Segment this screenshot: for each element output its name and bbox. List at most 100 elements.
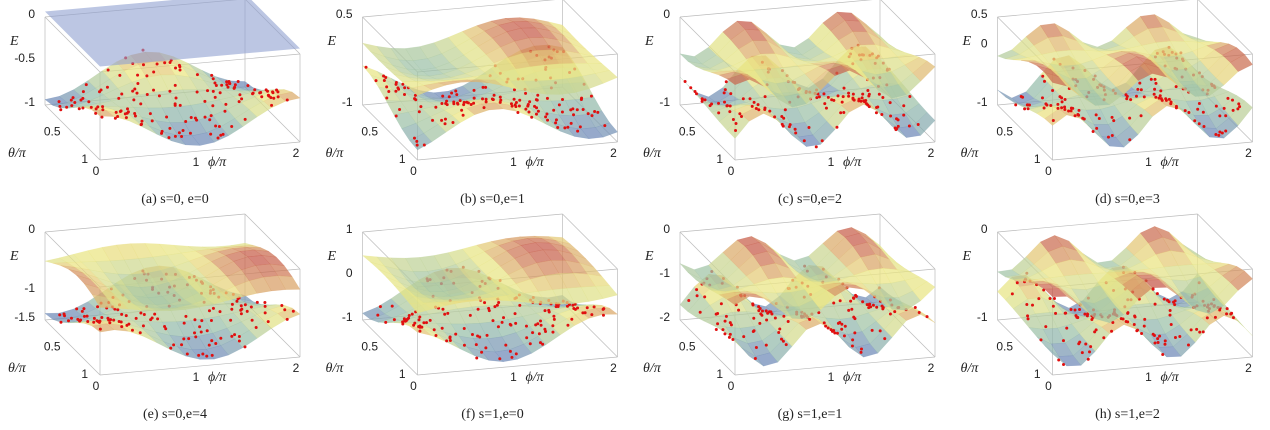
data-dot [89, 105, 93, 109]
data-dot [199, 330, 203, 334]
data-dot [514, 321, 518, 325]
data-dot [483, 301, 487, 305]
data-dot [1026, 314, 1030, 318]
data-dot [239, 304, 243, 308]
theta-axis-label: θ/π [8, 361, 27, 376]
data-dot [243, 345, 247, 349]
data-dot [243, 303, 247, 307]
surface-patch [1230, 314, 1253, 336]
surface-patch [912, 112, 936, 136]
data-dot [443, 312, 447, 316]
data-dot [1173, 335, 1177, 339]
data-dot [576, 129, 580, 133]
data-dot [211, 89, 215, 93]
data-dot [382, 78, 386, 82]
data-dot [374, 79, 378, 83]
phi-tick-label: 1 [193, 155, 200, 169]
data-dot [852, 296, 856, 300]
data-dot [817, 311, 821, 315]
data-dot [398, 108, 402, 112]
data-dot [418, 315, 422, 319]
data-dot [133, 114, 137, 118]
data-dot [194, 335, 198, 339]
box-edge [997, 0, 1191, 18]
data-dot [876, 105, 880, 109]
data-dot [1238, 105, 1242, 109]
box-edge [679, 319, 736, 376]
data-dot [1063, 105, 1067, 109]
data-dot [58, 313, 62, 317]
data-dot [1169, 102, 1173, 106]
data-dot [119, 320, 123, 324]
theta-axis-label: θ/π [961, 146, 980, 161]
z-tick-label: -1 [659, 266, 670, 280]
data-dot [466, 101, 470, 105]
data-dot [230, 334, 234, 338]
data-dot [237, 100, 241, 104]
data-dot [1172, 300, 1176, 304]
data-dot [73, 100, 77, 104]
data-dot [1164, 97, 1168, 101]
data-dot [1121, 317, 1125, 321]
box-edge [734, 356, 936, 376]
data-dot [376, 313, 380, 317]
data-dot [125, 323, 129, 327]
data-dot [76, 317, 80, 321]
data-dot [84, 83, 88, 87]
data-dot [534, 98, 538, 102]
data-dot [728, 321, 732, 325]
data-dot [1051, 88, 1055, 92]
data-dot [757, 108, 761, 112]
data-dot [1158, 94, 1162, 98]
data-dot [510, 104, 514, 108]
data-dot [136, 73, 140, 77]
phi-axis-label: ϕ/π [843, 370, 862, 385]
box-edge [1197, 213, 1253, 270]
data-dot [832, 98, 836, 102]
data-dot [156, 317, 160, 321]
data-dot [833, 331, 837, 335]
z-tick-label: -1 [977, 95, 988, 109]
surface-patch [595, 70, 618, 84]
z-tick-label: 0 [28, 222, 35, 236]
box-edge [44, 213, 246, 233]
data-dot [213, 95, 217, 99]
data-dot [728, 332, 732, 336]
data-dot [1225, 307, 1229, 311]
data-dot [189, 116, 193, 120]
data-dot [1097, 116, 1101, 120]
data-dot [364, 65, 368, 69]
data-dot [1140, 332, 1144, 336]
data-dot [472, 88, 476, 92]
data-dot [441, 307, 445, 311]
data-dot [148, 112, 152, 116]
data-dot [782, 314, 786, 318]
box-edge [417, 141, 618, 161]
data-dot [867, 306, 871, 310]
data-dot [793, 127, 797, 131]
data-dot [133, 112, 137, 116]
data-dot [405, 317, 409, 321]
data-dot [907, 124, 911, 128]
data-dot [461, 113, 465, 117]
data-dot [525, 336, 529, 340]
data-dot [1062, 362, 1066, 366]
data-dot [401, 320, 405, 324]
data-dot [1082, 117, 1086, 121]
data-dot [717, 111, 721, 115]
data-dot [1126, 320, 1130, 324]
data-dot [450, 91, 454, 95]
data-dot [547, 310, 551, 314]
data-dot [1023, 107, 1027, 111]
data-dot [81, 90, 85, 94]
data-dot [291, 309, 295, 313]
surface-patch [277, 275, 301, 290]
data-dot [209, 319, 213, 323]
phi-tick-label: 1 [510, 155, 517, 169]
data-dot [592, 305, 596, 309]
data-dot [280, 303, 284, 307]
data-dot [59, 108, 63, 112]
data-dot [169, 346, 173, 350]
data-dot [237, 339, 241, 343]
data-dot [1214, 132, 1218, 136]
